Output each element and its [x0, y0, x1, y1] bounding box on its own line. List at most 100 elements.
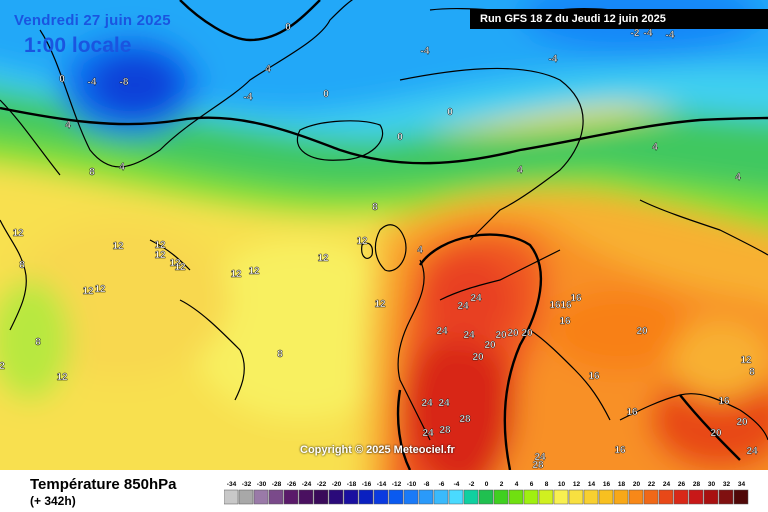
isotherm-value-label: 16 — [626, 407, 638, 418]
isotherm-value-label: 20 — [521, 328, 533, 339]
isotherm-value-label: 24 — [463, 330, 475, 341]
isotherm-value-label: -4 — [244, 92, 253, 103]
scale-tick-label: -24 — [302, 481, 312, 488]
scale-swatch — [298, 489, 314, 505]
isotherm-value-label: 16 — [718, 396, 730, 407]
isotherm-value-label: 12 — [94, 284, 106, 295]
scale-swatch — [478, 489, 494, 505]
isotherm-value-label: 24 — [470, 293, 482, 304]
scale-swatch — [493, 489, 509, 505]
scale-swatch — [718, 489, 734, 505]
scale-swatch — [463, 489, 479, 505]
isotherm-value-label: 16 — [549, 300, 561, 311]
isotherm-value-label: 0 — [447, 107, 453, 118]
scale-tick-label: -26 — [287, 481, 297, 488]
scale-tick-label: -12 — [392, 481, 402, 488]
isotherm-value-label: 24 — [421, 398, 433, 409]
isotherm-value-label: 12 — [230, 269, 242, 280]
scale-tick-label: -20 — [332, 481, 342, 488]
scale-tick-label: -4 — [454, 481, 460, 488]
scale-tick-label: 34 — [738, 481, 746, 488]
scale-tick-label: 6 — [530, 481, 534, 488]
isotherm-value-label: 20 — [495, 330, 507, 341]
isotherm-value-label: 12 — [248, 266, 260, 277]
isotherm-value-label: 24 — [457, 301, 469, 312]
scale-swatch — [673, 489, 689, 505]
isotherm-value-label: 12 — [112, 241, 124, 252]
isotherm-value-label: 8 — [89, 167, 95, 178]
scale-tick-label: -18 — [347, 481, 357, 488]
isotherm-value-label: 12 — [740, 355, 752, 366]
color-scale: -34 -32 -30 -28 -26 -24 -22 -20 -18 -16 -14 -12 -10-… — [224, 481, 749, 505]
isotherm-value-label: 12 — [56, 372, 68, 383]
scale-swatch — [253, 489, 269, 505]
scale-tick-label: 2 — [500, 481, 504, 488]
scale-swatch — [643, 489, 659, 505]
isotherm-value-label: 12 — [12, 228, 24, 239]
isotherm-value-label: 28 — [459, 414, 471, 425]
scale-swatch — [658, 489, 674, 505]
isotherm-value-label: 16 — [588, 371, 600, 382]
isotherm-value-label: 2 — [0, 361, 5, 372]
isotherm-value-label: 4 — [65, 120, 71, 131]
scale-tick-label: 12 — [573, 481, 581, 488]
isotherm-value-label: 28 — [532, 460, 544, 470]
isotherm-value-label: 16 — [560, 300, 572, 311]
isotherm-value-label: 12 — [169, 258, 181, 269]
scale-tick-label: 26 — [678, 481, 686, 488]
scale-swatch — [313, 489, 329, 505]
scale-swatch — [568, 489, 584, 505]
scale-swatch — [433, 489, 449, 505]
isotherm-value-label: -4 — [644, 28, 653, 39]
scale-tick-label: -28 — [272, 481, 282, 488]
isotherm-value-label: 12 — [154, 250, 166, 261]
scale-swatch — [448, 489, 464, 505]
scale-swatch — [553, 489, 569, 505]
scale-tick-label: -22 — [317, 481, 327, 488]
scale-tick-label: 30 — [708, 481, 716, 488]
isotherm-value-label: 28 — [439, 425, 451, 436]
lead-time: (+ 342h) — [30, 494, 76, 508]
isotherm-value-label: 20 — [472, 352, 484, 363]
scale-tick-label: -16 — [362, 481, 372, 488]
scale-tick-label: 32 — [723, 481, 731, 488]
scale-swatch — [733, 489, 749, 505]
scale-swatch — [598, 489, 614, 505]
isotherm-value-label: 8 — [372, 202, 378, 213]
isotherm-value-label: 20 — [736, 417, 748, 428]
isotherm-value-label: 4 — [265, 64, 271, 75]
isotherm-value-label: 24 — [438, 398, 450, 409]
isotherm-value-label: 20 — [636, 326, 648, 337]
scale-swatch — [403, 489, 419, 505]
isotherm-value-label: 8 — [277, 349, 283, 360]
scale-tick-label: -6 — [439, 481, 445, 488]
isotherm-value-label: 16 — [570, 293, 582, 304]
valid-date: Vendredi 27 juin 2025 — [14, 12, 171, 29]
isotherm-value-label: -2 — [631, 28, 640, 39]
isotherm-value-label: 4 — [735, 172, 741, 183]
scale-tick-label: 0 — [485, 481, 489, 488]
scale-tick-label: 18 — [618, 481, 626, 488]
scale-tick-label: 28 — [693, 481, 701, 488]
scale-tick-label: -30 — [257, 481, 267, 488]
scale-swatch — [703, 489, 719, 505]
scale-swatch — [508, 489, 524, 505]
scale-swatch — [388, 489, 404, 505]
isotherm-value-label: 8 — [749, 367, 755, 378]
scale-swatch — [373, 489, 389, 505]
scale-tick-label: 14 — [588, 481, 596, 488]
isotherm-value-label: 8 — [35, 337, 41, 348]
isotherm-value-label: -8 — [120, 77, 129, 88]
isotherm-value-label: -4 — [88, 77, 97, 88]
scale-swatch — [613, 489, 629, 505]
valid-time: 1:00 locale — [24, 34, 132, 57]
scale-swatch — [418, 489, 434, 505]
isotherm-value-label: 20 — [507, 328, 519, 339]
legend-title: Température 850hPa — [30, 476, 177, 493]
isotherm-value-label: 16 — [559, 316, 571, 327]
scale-tick-label: 24 — [663, 481, 671, 488]
isotherm-value-label: 4 — [652, 142, 658, 153]
isotherm-value-label: 24 — [534, 452, 546, 463]
scale-swatch — [358, 489, 374, 505]
